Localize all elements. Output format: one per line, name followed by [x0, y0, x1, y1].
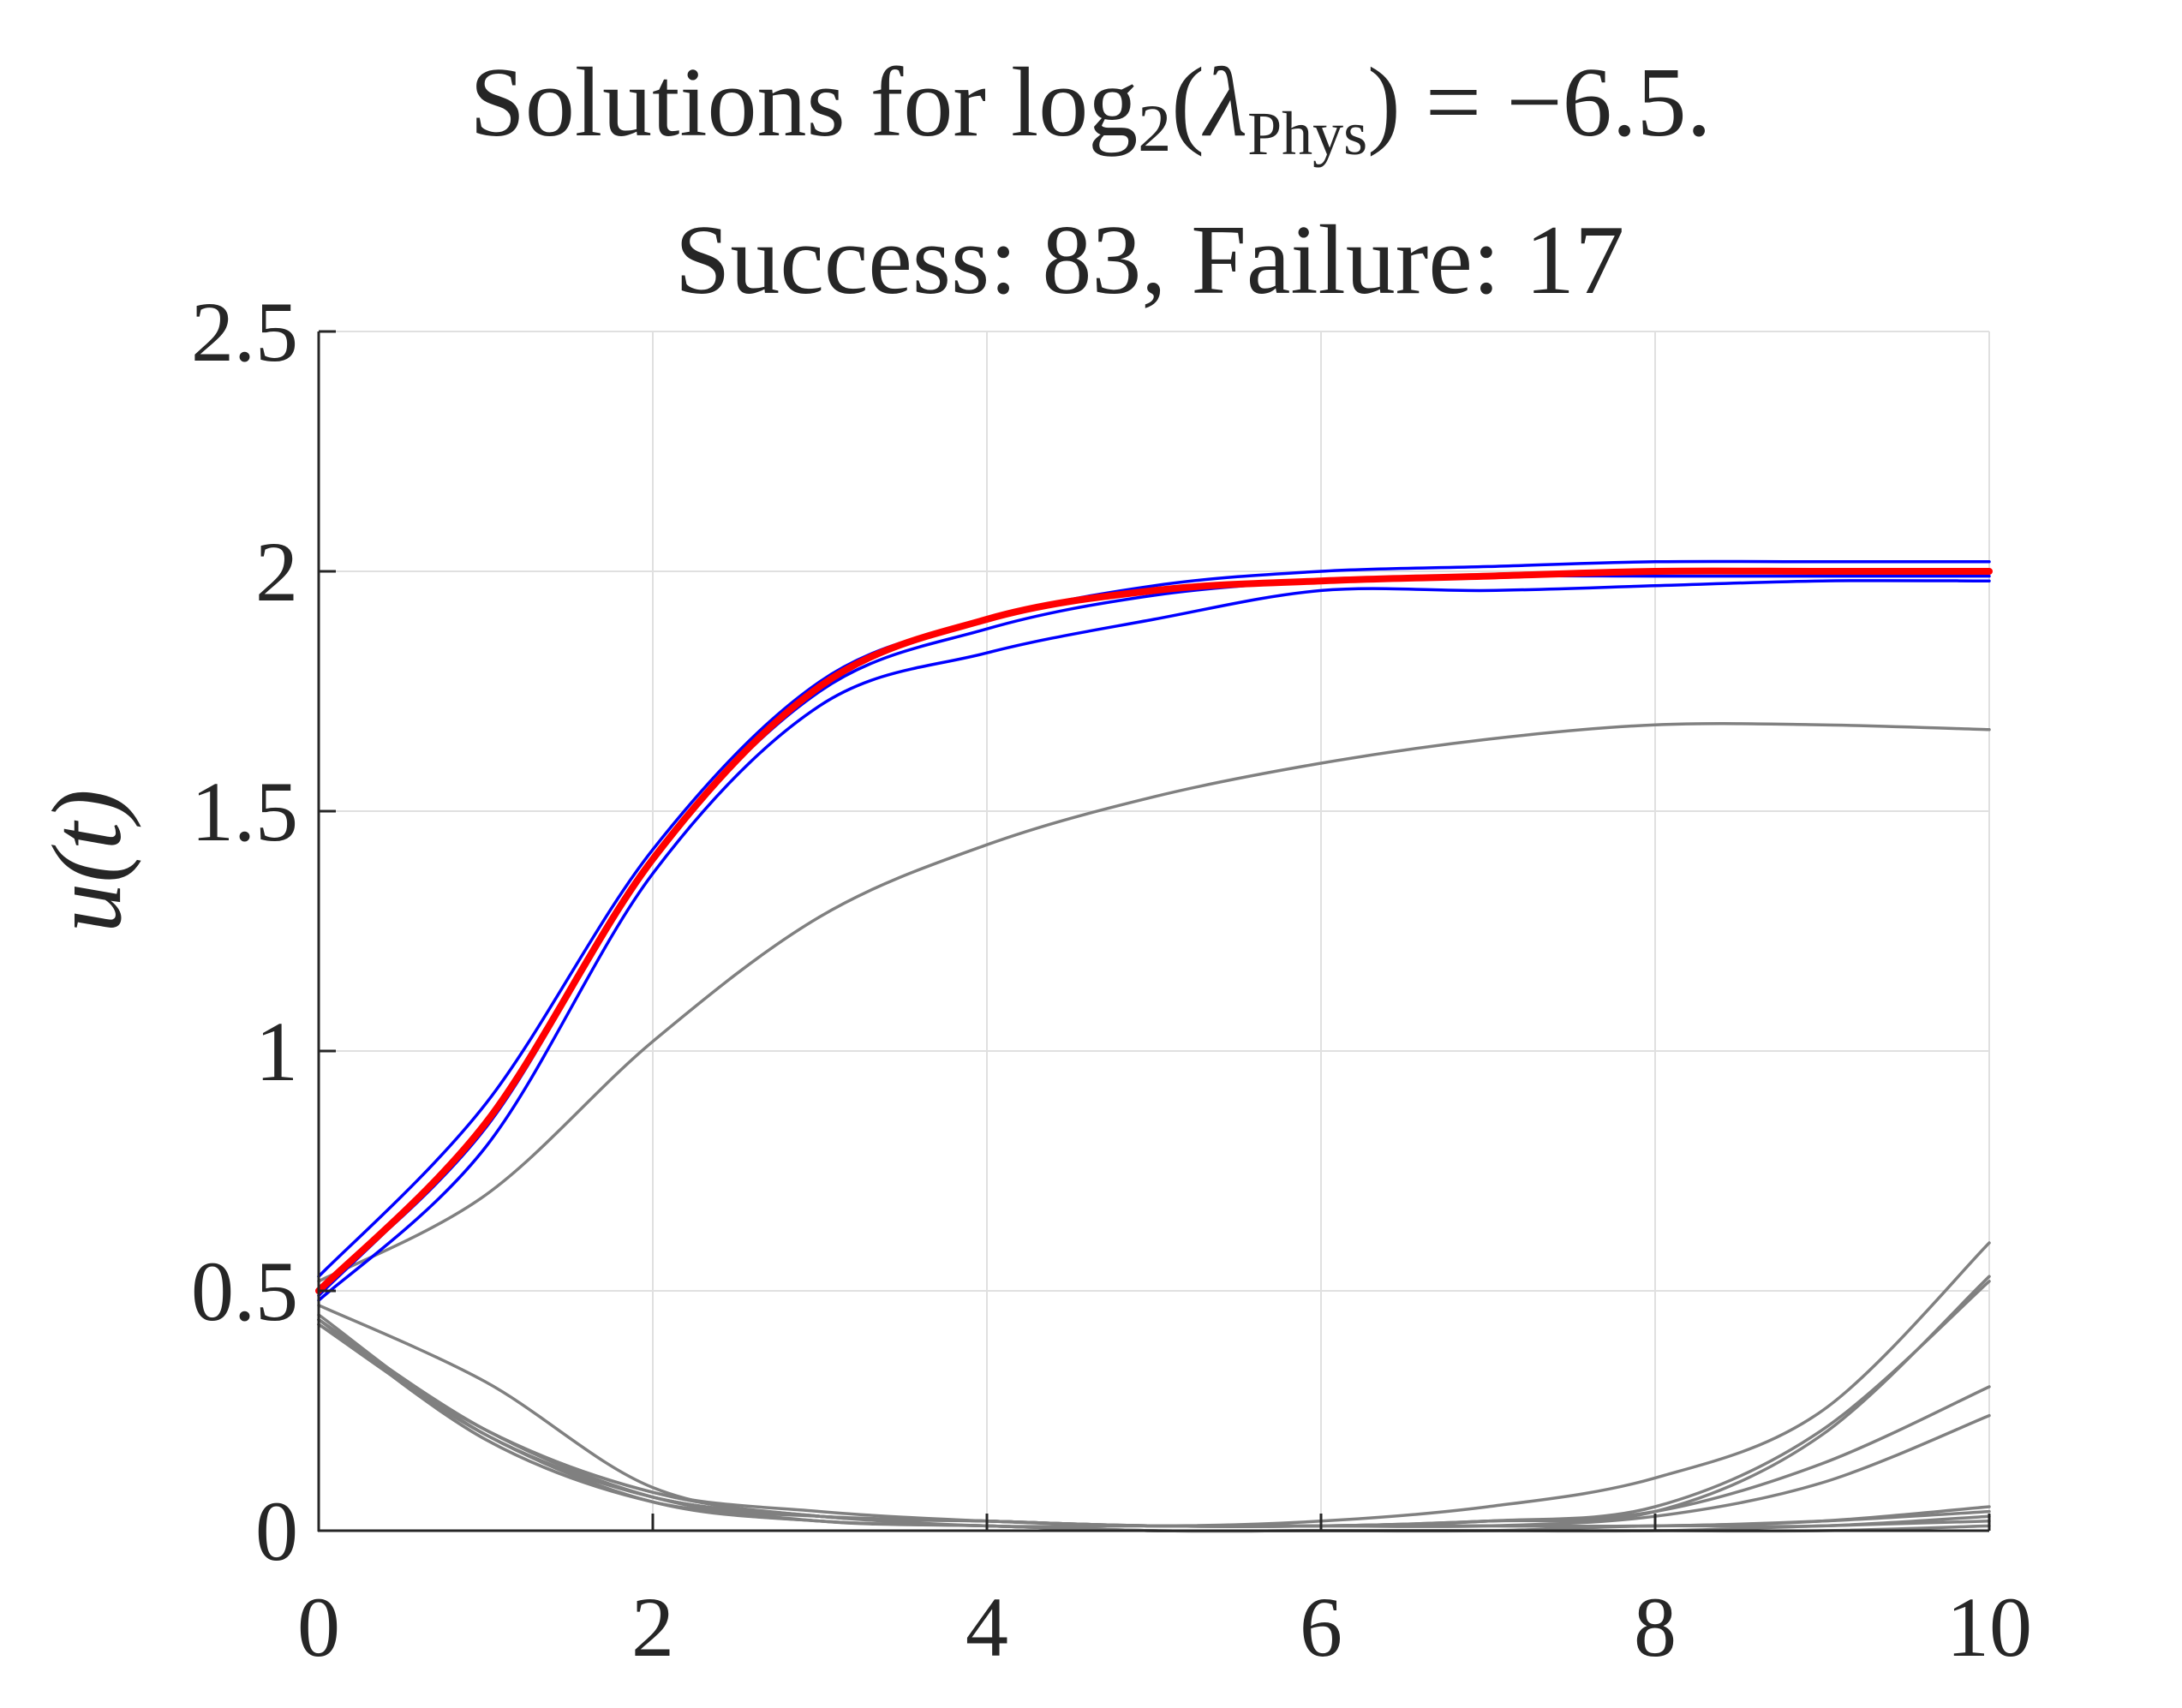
failure-series-line-5 — [317, 1323, 1991, 1528]
failure-series-line-2 — [317, 1280, 1991, 1528]
reference-series-line-15 — [315, 567, 1993, 1294]
y-tick-label: 1 — [255, 1004, 298, 1099]
success-series-line-11 — [317, 559, 1991, 1278]
y-tick-label: 1.5 — [191, 764, 298, 859]
grid — [319, 331, 1990, 1531]
x-tick-label: 6 — [1300, 1580, 1342, 1675]
series-lines — [315, 559, 1993, 1533]
axes — [317, 330, 1991, 1532]
y-tick-label: 0.5 — [191, 1244, 298, 1339]
tick-labels: 0 2 4 6 8 10 0 0.5 1 1.5 2 2.5 — [191, 284, 2032, 1675]
chart-title: Solutions for log2(λPhys) = −6.5. Succes… — [469, 48, 1711, 315]
title-lambda: λ — [1202, 48, 1247, 158]
title-lambda-sub: Phys — [1247, 99, 1367, 168]
failure-series-line-8 — [317, 1317, 1991, 1533]
failure-series-line-10 — [317, 1317, 1991, 1533]
failure-series-line-7 — [317, 1323, 1991, 1528]
success-series-line-14 — [317, 569, 1991, 1293]
title-prefix: Solutions for — [469, 48, 1011, 158]
success-series-line-12 — [317, 574, 1991, 1298]
x-tick-label: 8 — [1634, 1580, 1677, 1675]
failure-series-line-4 — [317, 1317, 1991, 1528]
x-tick-label: 0 — [297, 1580, 340, 1675]
chart-title-line1: Solutions for log2(λPhys) = −6.5. — [469, 48, 1711, 168]
failure-series-line-9 — [317, 1323, 1991, 1533]
failure-series-line-0 — [317, 721, 1991, 1283]
y-tick-label: 2 — [255, 524, 298, 619]
chart-title-line2: Success: 83, Failure: 17 — [675, 206, 1624, 315]
failure-series-line-3 — [317, 1275, 1991, 1528]
title-suffix: ) = −6.5. — [1367, 48, 1711, 158]
y-tick-label: 0 — [255, 1484, 298, 1579]
y-tick-label: 2.5 — [191, 284, 298, 379]
x-tick-label: 4 — [965, 1580, 1008, 1675]
x-tick-label: 10 — [1946, 1580, 2032, 1675]
title-log-base: 2 — [1138, 91, 1171, 165]
x-tick-label: 2 — [631, 1580, 674, 1675]
success-series-line-13 — [317, 579, 1991, 1302]
failure-series-line-6 — [317, 1317, 1991, 1528]
title-log: log — [1011, 48, 1138, 158]
y-axis-label: u(t) — [33, 789, 142, 933]
